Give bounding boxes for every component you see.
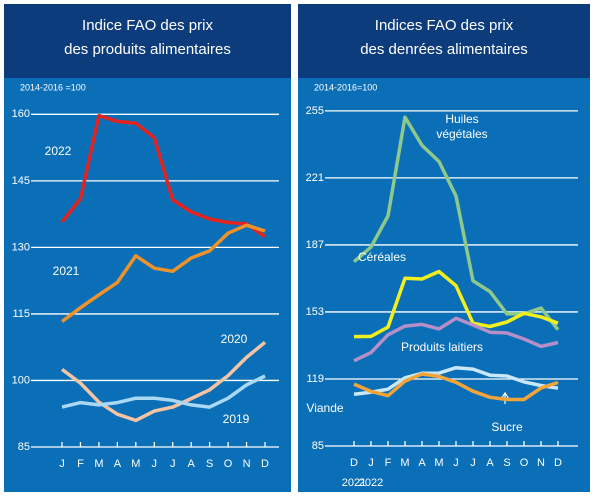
chart-title: Indices FAO des prix des denrées aliment… bbox=[360, 17, 528, 58]
series-label: 2022 bbox=[44, 144, 72, 158]
x-tick-label: A bbox=[114, 458, 122, 470]
x-tick-label: S bbox=[206, 458, 213, 470]
x-tick-label: F bbox=[385, 457, 392, 469]
x-tick-label: J bbox=[368, 457, 374, 469]
y-tick-label: 187 bbox=[306, 239, 324, 251]
x-tick-label: N bbox=[243, 458, 251, 470]
x-tick-label: J bbox=[59, 458, 65, 470]
y-tick-label: 153 bbox=[306, 306, 324, 318]
x-tick-label: N bbox=[537, 457, 545, 469]
units-label: 2014-2016=100 bbox=[314, 82, 377, 92]
x-tick-label: D bbox=[261, 458, 269, 470]
x-tick-label: M bbox=[94, 458, 103, 470]
x-tick-label: M bbox=[400, 457, 409, 469]
x-tick-label: O bbox=[520, 457, 529, 469]
x-tick-label: D bbox=[350, 457, 358, 469]
x-tick-label: S bbox=[503, 457, 510, 469]
series-line bbox=[353, 365, 559, 396]
y-tick-label: 115 bbox=[12, 308, 30, 320]
chart-title: Indice FAO des prix des produits aliment… bbox=[64, 17, 231, 58]
x-tick-label: J bbox=[170, 458, 176, 470]
y-tick-label: 85 bbox=[18, 441, 30, 453]
series-line bbox=[60, 113, 266, 239]
x-tick-label: A bbox=[188, 458, 196, 470]
series-line bbox=[60, 340, 267, 423]
series-line bbox=[61, 374, 266, 409]
x-tick-label: J bbox=[152, 458, 158, 470]
title-band bbox=[4, 4, 291, 78]
x-tick-label: J bbox=[453, 457, 459, 469]
y-tick-label: 130 bbox=[12, 241, 30, 253]
y-tick-label: 160 bbox=[12, 108, 30, 120]
x-tick-label: M bbox=[434, 457, 443, 469]
arrow-head bbox=[500, 391, 510, 400]
x-tick-label: O bbox=[224, 458, 233, 470]
panel bbox=[298, 4, 590, 492]
units-label: 2014-2016 =100 bbox=[20, 82, 86, 92]
y-tick-label: 85 bbox=[312, 440, 324, 452]
y-tick-label: 221 bbox=[306, 172, 324, 184]
year-label: 2021 bbox=[342, 477, 366, 489]
series-label: Produits laitiers bbox=[400, 340, 484, 354]
series-label: Sucre bbox=[491, 420, 523, 434]
x-tick-label: F bbox=[77, 458, 84, 470]
series-line bbox=[353, 316, 559, 363]
series-line bbox=[353, 269, 559, 339]
series-label: 2021 bbox=[52, 264, 80, 278]
y-tick-label: 119 bbox=[306, 373, 324, 385]
y-tick-label: 255 bbox=[306, 105, 324, 117]
y-tick-label: 145 bbox=[12, 175, 30, 187]
series-label: 2020 bbox=[220, 332, 248, 346]
series-label: Huiles végétales bbox=[436, 112, 488, 141]
series-label: Viande bbox=[306, 401, 344, 415]
x-tick-label: J bbox=[470, 457, 476, 469]
series-line bbox=[353, 372, 559, 402]
title-band bbox=[298, 4, 590, 78]
x-tick-label: A bbox=[486, 457, 494, 469]
series-label: 2019 bbox=[222, 412, 250, 426]
series-label: Céréales bbox=[357, 250, 407, 264]
x-tick-label: M bbox=[131, 458, 140, 470]
year-label: 2022 bbox=[359, 477, 383, 489]
series-line bbox=[60, 223, 266, 323]
x-tick-label: A bbox=[418, 457, 426, 469]
x-tick-label: D bbox=[554, 457, 562, 469]
y-tick-label: 100 bbox=[12, 374, 30, 386]
